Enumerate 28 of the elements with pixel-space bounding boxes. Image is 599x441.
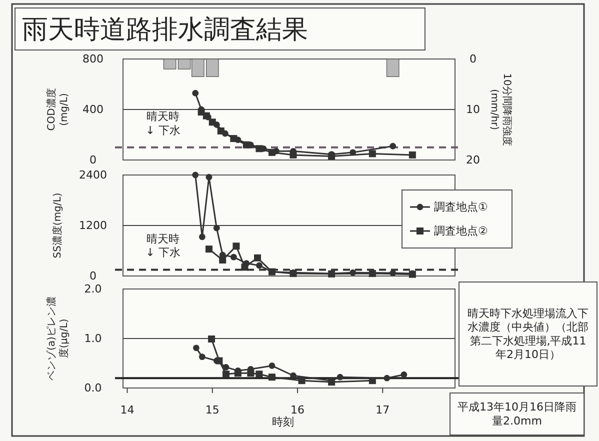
y-axis-title: SS濃度(mg/L): [52, 192, 64, 258]
y-tick-label: 0: [90, 154, 96, 166]
y2-tick-label: 20: [466, 154, 480, 166]
y-tick-label: 400: [82, 103, 104, 116]
text: 平成13年10月16日降雨量2.0mm: [458, 400, 576, 428]
y-tick-label: 0: [90, 270, 96, 282]
x-axis-title: 時刻: [272, 416, 294, 428]
y2-tick-label: 10: [466, 103, 480, 116]
y2-axis-title: 10分間降雨強度 (mm/hr): [488, 73, 513, 146]
y-axis-title: COD濃度 (mg/L): [45, 88, 70, 131]
y-axis-title: ベンゾ(a)ピレン濃度(μg/L): [45, 296, 70, 380]
legend-label: 調査地点②: [434, 224, 488, 238]
y-tick-label: 800: [82, 52, 104, 66]
ref-line-label: 晴天時 ↓ 下水: [146, 232, 180, 260]
x-tick-label: 17: [376, 404, 390, 416]
y-tick-label: 0.0: [84, 382, 102, 394]
x-tick-label: 16: [290, 404, 305, 416]
x-tick-label: 15: [205, 404, 220, 416]
y2-tick-label: 0: [470, 52, 476, 66]
x-tick-label: 14: [120, 404, 134, 416]
y-tick-label: 1200: [79, 219, 107, 232]
legend-label: 調査地点①: [434, 200, 488, 214]
y-tick-label: 2.0: [84, 282, 102, 296]
text: 晴天時下水処理場流入下水濃度（中央値）（北部第二下水処理場,平成11年2月10日）: [468, 306, 588, 362]
y-tick-label: 2400: [79, 168, 107, 182]
y-tick-label: 1.0: [84, 332, 102, 345]
ref-line-label: 晴天時 ↓ 下水: [146, 110, 180, 137]
chart-title: 雨天時道路排水調査結果: [22, 15, 308, 45]
